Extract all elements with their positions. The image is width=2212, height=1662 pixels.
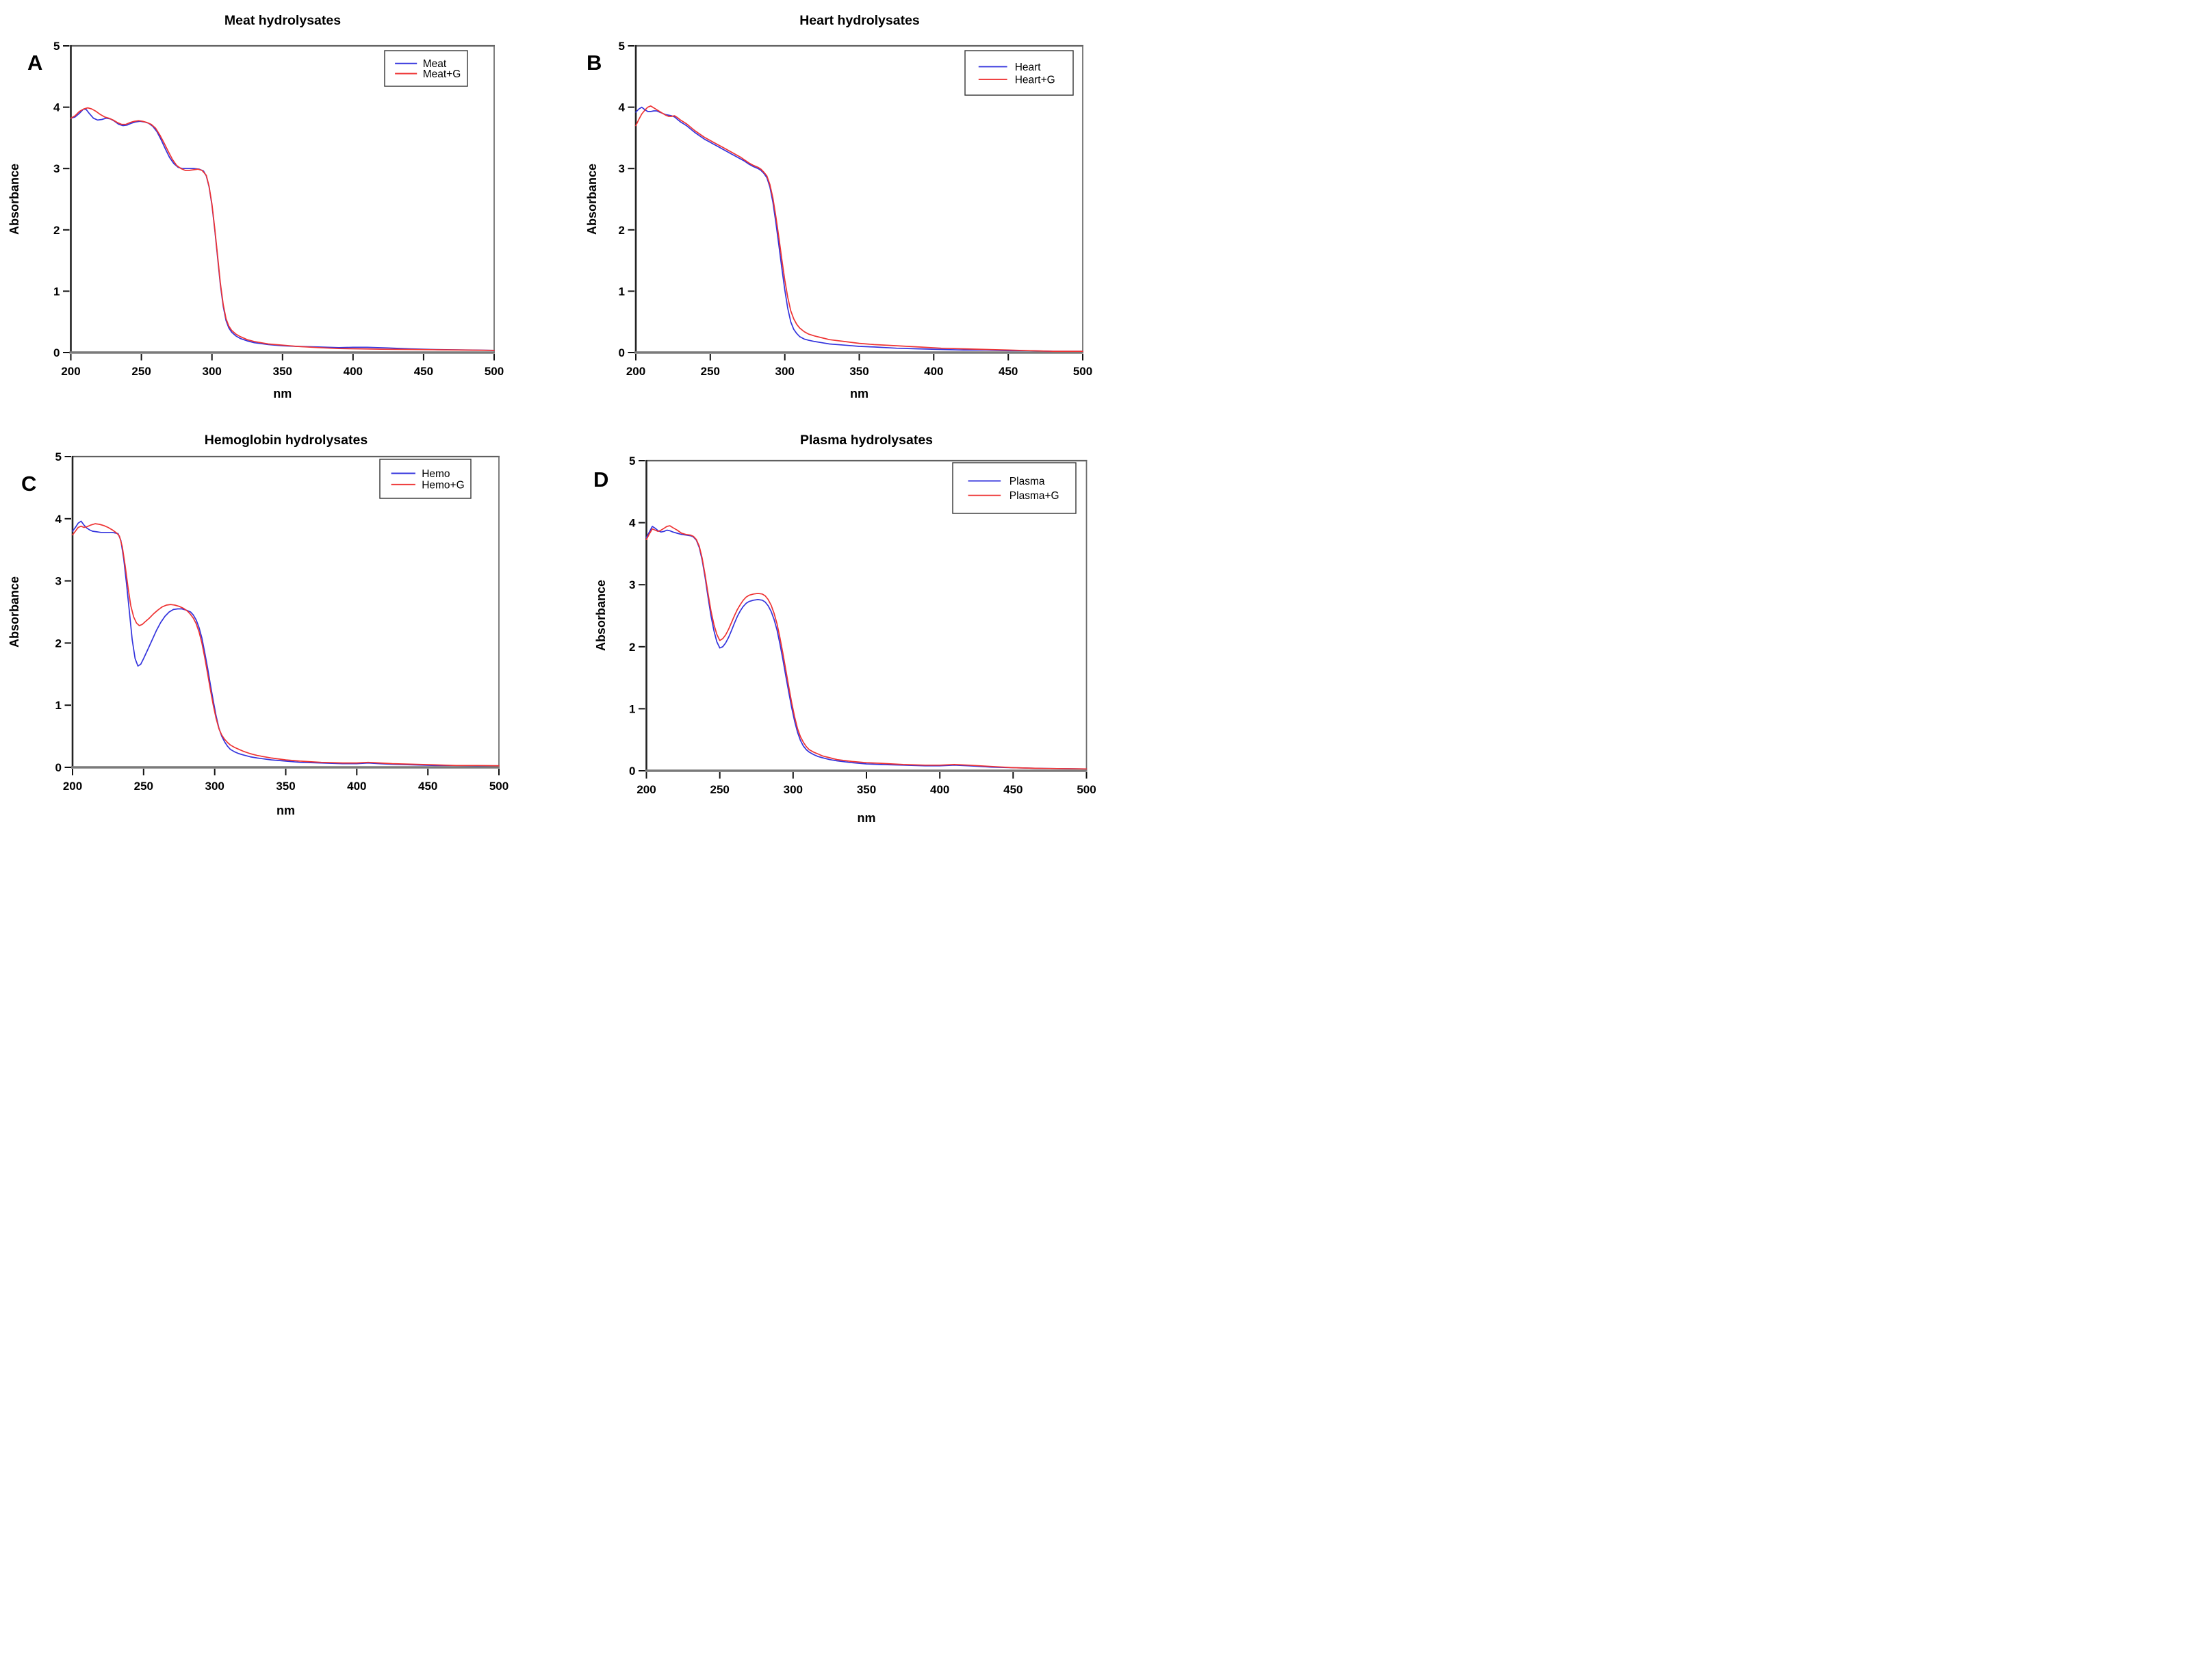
x-tick-label: 500 bbox=[485, 365, 504, 378]
x-tick-label: 350 bbox=[273, 365, 292, 378]
y-tick-label: 5 bbox=[629, 455, 635, 468]
panel-a-title: Meat hydrolysates bbox=[224, 13, 341, 28]
series-line-meat+g bbox=[70, 107, 495, 351]
legend-box bbox=[964, 50, 1074, 96]
x-tick-label: 450 bbox=[999, 365, 1018, 378]
figure-root: Meat hydrolysates A Absorbance nm 200 250 300 3… bbox=[0, 0, 1106, 831]
panel-a: Meat hydrolysates A Absorbance nm 200 250 300 3… bbox=[0, 0, 553, 416]
y-tick-label: 4 bbox=[619, 101, 626, 114]
y-tick-label: 1 bbox=[619, 285, 625, 298]
panel-d: Plasma hydrolysates D Absorbance nm 200 250 30… bbox=[553, 416, 1106, 831]
x-tick-label: 300 bbox=[205, 780, 224, 793]
panel-d-y-axis-label: Absorbance bbox=[594, 580, 608, 651]
panel-a-y-axis-label: Absorbance bbox=[8, 164, 21, 235]
y-tick-label: 5 bbox=[53, 40, 60, 53]
y-tick-label: 3 bbox=[629, 578, 635, 591]
x-tick-label: 200 bbox=[636, 783, 656, 796]
x-tick-label: 250 bbox=[710, 783, 730, 796]
x-tick-label: 250 bbox=[701, 365, 720, 378]
y-tick-label: 3 bbox=[55, 575, 62, 588]
x-tick-label: 500 bbox=[1073, 365, 1092, 378]
y-tick-label: 0 bbox=[53, 346, 60, 359]
legend-label: Plasma+G bbox=[1009, 490, 1059, 502]
series-line-plasma+g bbox=[645, 525, 1088, 770]
legend-box bbox=[379, 459, 472, 499]
x-tick-label: 300 bbox=[203, 365, 222, 378]
panel-a-x-axis-label: nm bbox=[273, 387, 292, 400]
y-tick-label: 2 bbox=[619, 224, 625, 237]
x-tick-label: 500 bbox=[1077, 783, 1096, 796]
panel-d-title: Plasma hydrolysates bbox=[800, 433, 933, 448]
y-tick-label: 0 bbox=[629, 765, 635, 778]
series-line-meat bbox=[70, 108, 495, 351]
x-tick-label: 400 bbox=[347, 780, 366, 793]
panel-b-title: Heart hydrolysates bbox=[799, 13, 920, 28]
x-tick-label: 250 bbox=[131, 365, 151, 378]
series-line-hemo bbox=[72, 520, 500, 767]
x-tick-label: 300 bbox=[784, 783, 803, 796]
x-tick-label: 400 bbox=[930, 783, 949, 796]
y-tick-label: 4 bbox=[629, 517, 636, 530]
x-tick-label: 300 bbox=[775, 365, 795, 378]
y-tick-label: 2 bbox=[53, 224, 60, 237]
x-tick-label: 350 bbox=[857, 783, 876, 796]
series-line-plasma bbox=[645, 526, 1088, 770]
panel-c-letter: C bbox=[21, 472, 36, 496]
legend-box bbox=[384, 50, 468, 87]
panel-c-title: Hemoglobin hydrolysates bbox=[205, 433, 368, 448]
panel-c: Hemoglobin hydrolysates C Absorbance nm 200 2… bbox=[0, 416, 553, 831]
x-tick-label: 450 bbox=[1003, 783, 1023, 796]
y-tick-label: 0 bbox=[619, 346, 625, 359]
x-tick-label: 500 bbox=[489, 780, 509, 793]
x-tick-label: 250 bbox=[134, 780, 153, 793]
x-tick-label: 200 bbox=[63, 780, 82, 793]
legend-label: Meat bbox=[423, 58, 447, 70]
panel-a-letter: A bbox=[27, 51, 42, 75]
y-tick-label: 3 bbox=[53, 162, 60, 175]
legend-label: Plasma bbox=[1009, 476, 1045, 487]
legend-label: Hemo+G bbox=[422, 479, 464, 491]
panel-b-y-axis-label: Absorbance bbox=[585, 164, 599, 235]
panel-c-y-axis-label: Absorbance bbox=[8, 576, 21, 648]
y-tick-label: 3 bbox=[619, 162, 625, 175]
series-line-heart+g bbox=[635, 105, 1083, 353]
y-tick-label: 2 bbox=[629, 641, 635, 654]
y-tick-label: 0 bbox=[55, 761, 62, 774]
panel-b-x-axis-label: nm bbox=[850, 387, 869, 400]
legend-label: Meat+G bbox=[423, 68, 461, 80]
panel-c-plot: Hemoglobin hydrolysates C Absorbance nm 200 2… bbox=[8, 433, 509, 817]
y-tick-label: 4 bbox=[53, 101, 60, 114]
y-tick-label: 5 bbox=[619, 40, 625, 53]
panel-d-letter: D bbox=[593, 468, 608, 491]
x-tick-label: 350 bbox=[276, 780, 295, 793]
x-tick-label: 200 bbox=[626, 365, 645, 378]
y-tick-label: 4 bbox=[55, 513, 62, 526]
panel-d-x-axis-label: nm bbox=[858, 811, 876, 825]
panel-b-letter: B bbox=[587, 51, 602, 75]
legend-label: Hemo bbox=[422, 468, 450, 480]
x-tick-label: 200 bbox=[61, 365, 80, 378]
y-tick-label: 1 bbox=[629, 702, 635, 715]
series-line-heart bbox=[635, 106, 1083, 353]
series-line-hemo+g bbox=[72, 523, 500, 767]
panel-b: Heart hydrolysates B Absorbance nm 200 250 300… bbox=[553, 0, 1106, 416]
legend-label: Heart+G bbox=[1015, 74, 1055, 86]
x-tick-label: 450 bbox=[414, 365, 433, 378]
x-tick-label: 400 bbox=[344, 365, 363, 378]
x-tick-label: 350 bbox=[849, 365, 869, 378]
legend-box bbox=[952, 462, 1077, 514]
y-tick-label: 2 bbox=[55, 637, 62, 650]
y-tick-label: 1 bbox=[55, 699, 62, 712]
legend-label: Heart bbox=[1015, 62, 1042, 73]
y-tick-label: 1 bbox=[53, 285, 60, 298]
panel-c-x-axis-label: nm bbox=[276, 804, 295, 817]
x-tick-label: 400 bbox=[924, 365, 943, 378]
x-tick-label: 450 bbox=[418, 780, 437, 793]
y-tick-label: 5 bbox=[55, 450, 62, 463]
